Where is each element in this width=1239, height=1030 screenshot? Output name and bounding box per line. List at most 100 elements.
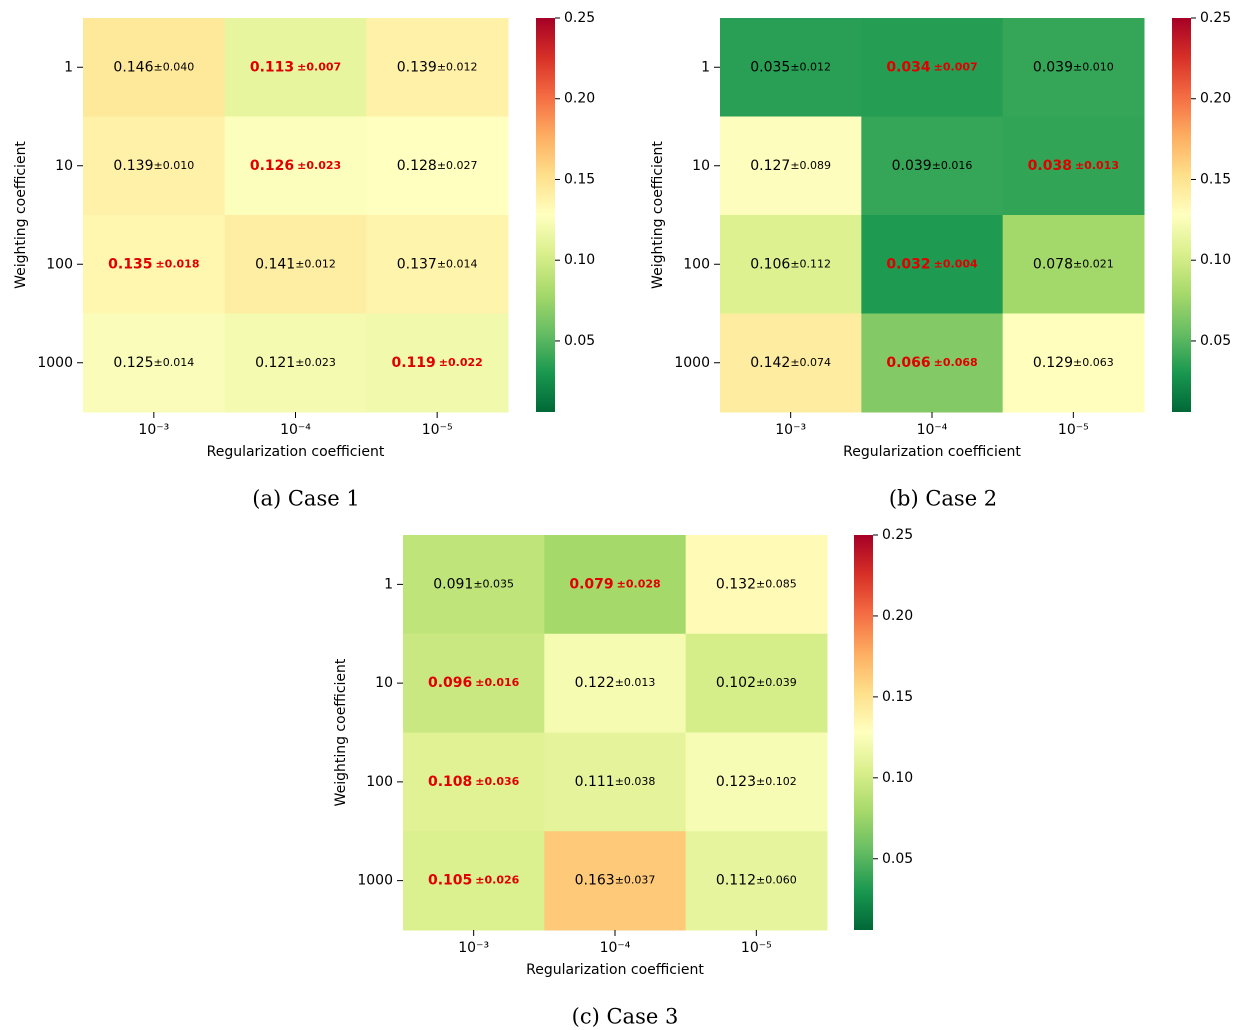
cell-value: 0.128 xyxy=(397,158,437,174)
cell-label: 0.112±0.060 xyxy=(716,873,797,889)
cell-label: 0.128±0.027 xyxy=(397,158,478,174)
caption: (c) Case 3 xyxy=(572,1005,679,1029)
heatmap-panel: 0.035±0.012 0.034 ±0.007 0.039±0.0100.127±0… xyxy=(650,10,1231,511)
y-tick-label: 1000 xyxy=(357,873,393,889)
cell-label: 0.121±0.023 xyxy=(255,355,336,371)
x-axis-title: Regularization coefficient xyxy=(526,962,704,978)
cell-error: ±0.089 xyxy=(790,159,831,172)
cell-label: 0.163±0.037 xyxy=(575,873,656,889)
cell-label: 0.039±0.010 xyxy=(1033,59,1114,75)
cell-error: ±0.026 xyxy=(475,874,519,887)
cell-value: 0.139 xyxy=(113,158,153,174)
cell-error: ±0.068 xyxy=(934,356,978,369)
cell-error: ±0.063 xyxy=(1073,356,1114,369)
y-tick-label: 1000 xyxy=(37,355,73,371)
cell-value: 0.121 xyxy=(255,355,295,371)
cell-error: ±0.016 xyxy=(475,676,519,689)
heatmap-cell xyxy=(861,116,1004,216)
cell-value: 0.038 xyxy=(1028,158,1072,174)
cell-label: 0.078±0.021 xyxy=(1033,256,1114,272)
cell-label: 0.135 ±0.018 xyxy=(108,256,199,272)
cell-value: 0.032 xyxy=(886,256,930,272)
heatmap-cell xyxy=(366,313,509,413)
heatmap-cell xyxy=(403,535,545,635)
cell-value: 0.039 xyxy=(1033,59,1073,75)
y-tick-label: 100 xyxy=(46,256,73,272)
colorbar-tick-label: 0.15 xyxy=(1200,171,1231,187)
cell-error: ±0.022 xyxy=(439,356,483,369)
cell-value: 0.119 xyxy=(392,355,436,371)
cell-label: 0.146±0.040 xyxy=(113,59,194,75)
cell-label: 0.096 ±0.016 xyxy=(428,675,520,691)
x-tick-label: 10⁻³ xyxy=(458,940,489,956)
cell-value: 0.122 xyxy=(575,675,615,691)
cell-label: 0.111±0.038 xyxy=(575,774,656,790)
cell-value: 0.132 xyxy=(716,576,756,592)
cell-value: 0.112 xyxy=(716,873,756,889)
cell-error: ±0.021 xyxy=(1073,257,1114,270)
colorbar-tick-label: 0.05 xyxy=(1200,333,1231,349)
cell-error: ±0.074 xyxy=(790,356,831,369)
cell-value: 0.111 xyxy=(575,774,615,790)
cell-label: 0.102±0.039 xyxy=(716,675,797,691)
cell-value: 0.106 xyxy=(750,256,790,272)
heatmap-cell xyxy=(720,313,862,413)
heatmap-cell xyxy=(224,215,367,314)
colorbar-tick-label: 0.10 xyxy=(882,770,913,786)
colorbar-tick-label: 0.15 xyxy=(882,689,913,705)
cell-value: 0.135 xyxy=(108,256,152,272)
colorbar-tick-label: 0.20 xyxy=(564,91,595,107)
cell-error: ±0.012 xyxy=(295,257,336,270)
colorbar-tick-label: 0.10 xyxy=(564,252,595,268)
caption: (b) Case 2 xyxy=(889,487,997,511)
colorbar xyxy=(854,535,873,930)
cell-label: 0.066 ±0.068 xyxy=(886,355,977,371)
x-axis-title: Regularization coefficient xyxy=(207,444,385,460)
cell-label: 0.139±0.012 xyxy=(397,59,478,75)
cell-label: 0.079 ±0.028 xyxy=(569,576,660,592)
y-tick-label: 100 xyxy=(366,774,393,790)
heatmap-cell xyxy=(366,116,509,216)
cell-value: 0.127 xyxy=(750,158,790,174)
cell-value: 0.091 xyxy=(433,576,473,592)
cell-value: 0.125 xyxy=(113,355,153,371)
heatmap-cell xyxy=(544,831,687,931)
cell-value: 0.066 xyxy=(886,355,930,371)
cell-value: 0.113 xyxy=(250,59,294,75)
cell-error: ±0.013 xyxy=(615,676,656,689)
heatmap-cell xyxy=(83,116,226,216)
cell-value: 0.137 xyxy=(397,256,437,272)
cell-error: ±0.010 xyxy=(1073,60,1114,73)
heatmap-cell xyxy=(544,535,687,635)
cell-value: 0.163 xyxy=(575,873,615,889)
heatmap-cell xyxy=(544,732,687,832)
cell-value: 0.039 xyxy=(892,158,932,174)
colorbar-tick-label: 0.05 xyxy=(564,333,595,349)
cell-value: 0.123 xyxy=(716,774,756,790)
cell-error: ±0.027 xyxy=(437,159,478,172)
colorbar-tick-label: 0.20 xyxy=(1200,91,1231,107)
cell-label: 0.108 ±0.036 xyxy=(428,774,520,790)
heatmap-cell xyxy=(224,116,367,216)
colorbar-tick-label: 0.20 xyxy=(882,608,913,624)
x-tick-label: 10⁻³ xyxy=(775,422,806,438)
cell-error: ±0.012 xyxy=(790,60,831,73)
cell-label: 0.032 ±0.004 xyxy=(886,256,978,272)
cell-label: 0.105 ±0.026 xyxy=(428,873,520,889)
cell-label: 0.123±0.102 xyxy=(716,774,797,790)
cell-label: 0.141±0.012 xyxy=(255,256,336,272)
cell-error: ±0.112 xyxy=(790,257,831,270)
heatmap-cell xyxy=(685,535,828,635)
colorbar-tick-label: 0.05 xyxy=(882,851,913,867)
cell-error: ±0.035 xyxy=(473,577,514,590)
cell-value: 0.105 xyxy=(428,873,472,889)
cell-error: ±0.010 xyxy=(154,159,195,172)
cell-error: ±0.016 xyxy=(932,159,973,172)
cell-label: 0.034 ±0.007 xyxy=(886,59,977,75)
heatmap-cell xyxy=(1002,116,1145,216)
heatmap-cell xyxy=(224,313,367,413)
heatmap-cell xyxy=(720,116,862,216)
